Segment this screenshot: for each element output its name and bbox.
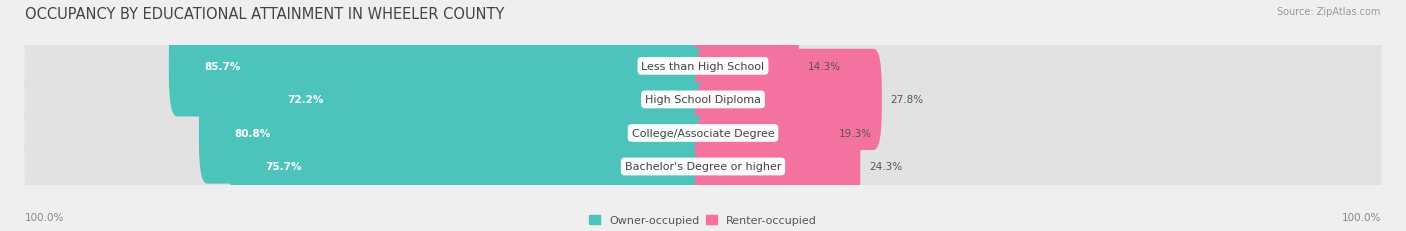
Text: 75.7%: 75.7% — [266, 162, 302, 172]
FancyBboxPatch shape — [169, 16, 711, 117]
Text: 24.3%: 24.3% — [869, 162, 903, 172]
Text: 27.8%: 27.8% — [890, 95, 924, 105]
Text: 100.0%: 100.0% — [1341, 212, 1381, 222]
Text: 85.7%: 85.7% — [204, 62, 240, 72]
Text: 19.3%: 19.3% — [838, 128, 872, 138]
Text: 100.0%: 100.0% — [25, 212, 65, 222]
FancyBboxPatch shape — [695, 16, 799, 117]
FancyBboxPatch shape — [695, 116, 860, 217]
Text: College/Associate Degree: College/Associate Degree — [631, 128, 775, 138]
Text: High School Diploma: High School Diploma — [645, 95, 761, 105]
Text: Less than High School: Less than High School — [641, 62, 765, 72]
Text: Source: ZipAtlas.com: Source: ZipAtlas.com — [1277, 7, 1381, 17]
FancyBboxPatch shape — [695, 83, 830, 184]
Text: Bachelor's Degree or higher: Bachelor's Degree or higher — [624, 162, 782, 172]
FancyBboxPatch shape — [24, 105, 1382, 228]
Legend: Owner-occupied, Renter-occupied: Owner-occupied, Renter-occupied — [589, 215, 817, 225]
Text: 14.3%: 14.3% — [808, 62, 841, 72]
Text: 80.8%: 80.8% — [235, 128, 270, 138]
FancyBboxPatch shape — [24, 72, 1382, 195]
Text: OCCUPANCY BY EDUCATIONAL ATTAINMENT IN WHEELER COUNTY: OCCUPANCY BY EDUCATIONAL ATTAINMENT IN W… — [25, 7, 505, 22]
FancyBboxPatch shape — [231, 116, 711, 217]
FancyBboxPatch shape — [198, 83, 711, 184]
Text: 72.2%: 72.2% — [287, 95, 323, 105]
FancyBboxPatch shape — [24, 5, 1382, 128]
FancyBboxPatch shape — [24, 38, 1382, 162]
FancyBboxPatch shape — [695, 49, 882, 150]
FancyBboxPatch shape — [252, 49, 711, 150]
